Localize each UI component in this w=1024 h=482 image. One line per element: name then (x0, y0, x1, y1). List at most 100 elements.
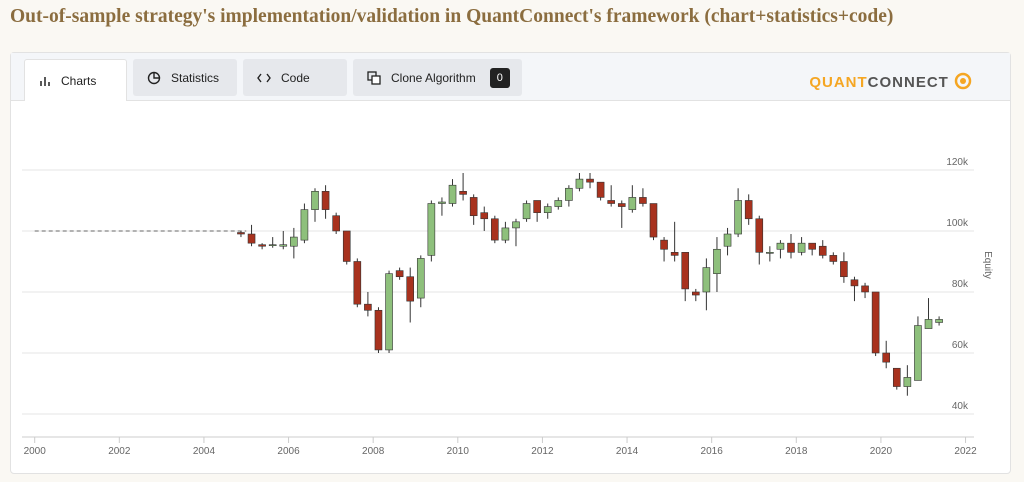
candle-body (480, 212, 489, 220)
candle-body (321, 191, 330, 210)
candle-body (469, 197, 478, 217)
candle-body (797, 242, 806, 253)
y-axis-title: Equity (982, 251, 993, 279)
x-tick-label: 2014 (616, 446, 639, 457)
y-tick-label: 100k (946, 218, 969, 229)
tab-clone[interactable]: Clone Algorithm 0 (353, 59, 522, 96)
candle-body (744, 200, 753, 220)
candle-body (755, 218, 764, 253)
tab-label: Charts (61, 73, 97, 88)
candle-body (607, 200, 615, 204)
candle-body (565, 187, 573, 201)
icon (40, 76, 50, 86)
candle-body (491, 218, 499, 241)
candle-body (723, 233, 732, 247)
candle-body (692, 291, 700, 296)
icon (367, 70, 381, 85)
tab-label: Statistics (171, 70, 220, 85)
candle-body (924, 319, 933, 329)
candle-body (385, 273, 393, 351)
page-title: Out-of-sample strategy's implementation/… (10, 6, 894, 27)
candle-body (702, 267, 711, 293)
candle-body (713, 248, 721, 274)
x-tick-label: 2000 (24, 446, 47, 457)
candle-body (787, 242, 795, 253)
candle-body (586, 178, 594, 183)
candle-body (818, 245, 827, 256)
candle-body (332, 215, 340, 232)
y-tick-label: 80k (952, 279, 969, 290)
candle-body (268, 244, 277, 246)
logo-icon (954, 72, 972, 90)
candle-body (882, 352, 891, 363)
candle-body (406, 276, 415, 302)
candle-body (903, 377, 912, 387)
candle-body (258, 244, 266, 247)
candle-body (628, 197, 637, 210)
candle-body (766, 252, 774, 254)
x-tick-label: 2008 (362, 446, 385, 457)
candle-body (660, 239, 668, 250)
candle-body (364, 303, 372, 311)
candle-body (247, 233, 256, 244)
candle-body (840, 261, 848, 278)
candle-body (501, 227, 510, 241)
candle-body (300, 209, 309, 241)
clone-count: 0 (489, 67, 510, 88)
x-tick-label: 2002 (108, 446, 131, 457)
candle-body (829, 255, 838, 262)
icon (257, 73, 271, 82)
logo: QUANTCONNECT (809, 72, 972, 91)
logo-part: CONNECT (867, 74, 949, 91)
candle-body (237, 232, 245, 235)
candle-body (670, 252, 679, 256)
x-tick-label: 2006 (277, 446, 300, 457)
x-tick-label: 2004 (193, 446, 216, 457)
candle-body (808, 242, 816, 250)
candle-body (681, 252, 690, 290)
candle-body (575, 178, 584, 189)
tab-label: Clone Algorithm (391, 70, 476, 85)
candle-body (617, 203, 626, 207)
candle-body (279, 244, 288, 247)
candle-body (522, 203, 531, 220)
candle-body (554, 200, 563, 207)
tab-code[interactable]: Code (243, 59, 347, 96)
x-tick-label: 2010 (447, 446, 470, 457)
candle-body (512, 221, 520, 229)
tab-label: Code (281, 70, 310, 85)
candle-body (353, 261, 362, 305)
candle-body (427, 203, 436, 256)
y-tick-label: 60k (952, 340, 969, 351)
candle-body (543, 206, 552, 213)
candle-body (871, 291, 880, 354)
candle-body (850, 279, 859, 287)
candle-body (438, 201, 446, 204)
candle-body (374, 309, 383, 351)
candle-body (935, 319, 943, 323)
tab-charts[interactable]: Charts (24, 59, 127, 101)
candle-body (861, 285, 869, 293)
candle-body (776, 242, 785, 250)
x-tick-label: 2016 (701, 446, 724, 457)
logo-part: QUANT (809, 74, 868, 91)
x-tick-label: 2022 (954, 446, 977, 457)
candle-body (914, 325, 922, 381)
candle-body (533, 200, 541, 213)
candle-body (395, 270, 404, 278)
candle-body (596, 181, 605, 198)
tab-statistics[interactable]: Statistics (133, 59, 237, 96)
candle-body (459, 191, 467, 195)
candle-body (649, 203, 658, 238)
candle-body (448, 184, 457, 204)
tab-bar: Charts Statistics Code Clone Algorithm 0… (11, 53, 1010, 101)
candle-body (639, 197, 647, 204)
x-tick-label: 2012 (531, 446, 554, 457)
candle-body (892, 367, 901, 387)
y-tick-label: 40k (952, 401, 969, 412)
candle-body (734, 200, 742, 235)
candle-body (416, 258, 425, 299)
icon (147, 71, 161, 84)
